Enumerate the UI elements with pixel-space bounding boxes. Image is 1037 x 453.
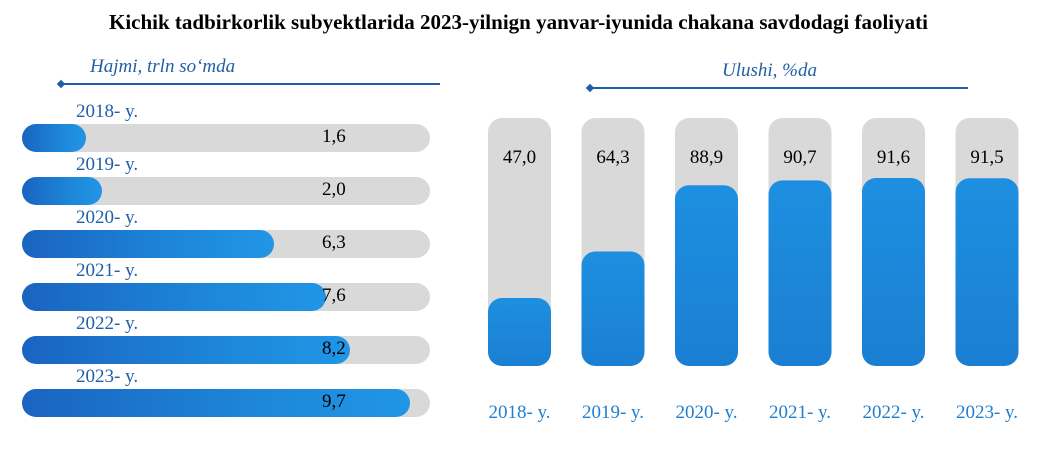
volume-value-label: 6,3 <box>322 232 346 253</box>
share-bar <box>581 251 645 366</box>
right-caption-line <box>590 87 968 89</box>
share-value-label: 47,0 <box>503 147 536 168</box>
volume-bar <box>22 177 102 205</box>
share-category-label: 2019- y. <box>582 402 644 423</box>
volume-bar <box>22 283 326 311</box>
volume-value-label: 7,6 <box>322 285 346 306</box>
volume-category-label: 2022- y. <box>76 313 139 334</box>
share-value-label: 90,7 <box>783 147 816 168</box>
share-category-label: 2022- y. <box>862 402 924 423</box>
share-category-label: 2021- y. <box>769 402 831 423</box>
volume-value-label: 1,6 <box>322 126 346 147</box>
volume-value-label: 9,7 <box>322 391 346 412</box>
chart-title: Kichik tadbirkorlik subyektlarida 2023-y… <box>109 10 928 34</box>
share-value-label: 88,9 <box>690 147 723 168</box>
share-bar <box>768 180 832 366</box>
share-value-label: 91,6 <box>877 147 910 168</box>
share-bar <box>488 298 551 366</box>
volume-value-label: 8,2 <box>322 338 346 359</box>
share-category-label: 2023- y. <box>956 402 1018 423</box>
volume-bar <box>22 389 410 417</box>
volume-bar <box>22 124 86 152</box>
volume-category-label: 2020- y. <box>76 207 139 228</box>
share-bar <box>955 178 1019 366</box>
volume-value-label: 2,0 <box>322 179 346 200</box>
volume-bar <box>22 230 274 258</box>
volume-category-label: 2021- y. <box>76 260 139 281</box>
right-panel-caption: Ulushi, %da <box>722 60 817 81</box>
share-bar <box>675 185 738 366</box>
share-value-label: 91,5 <box>970 147 1003 168</box>
share-value-label: 64,3 <box>596 147 629 168</box>
volume-category-label: 2019- y. <box>76 154 139 175</box>
volume-bar-track <box>22 124 430 152</box>
share-bar <box>862 178 925 366</box>
left-caption-line <box>60 83 440 85</box>
share-category-label: 2018- y. <box>488 402 550 423</box>
volume-bar <box>22 336 350 364</box>
share-category-label: 2020- y. <box>675 402 737 423</box>
volume-category-label: 2018- y. <box>76 101 139 122</box>
left-panel-caption: Hajmi, trln so‘mda <box>90 56 236 77</box>
volume-category-label: 2023- y. <box>76 366 139 387</box>
